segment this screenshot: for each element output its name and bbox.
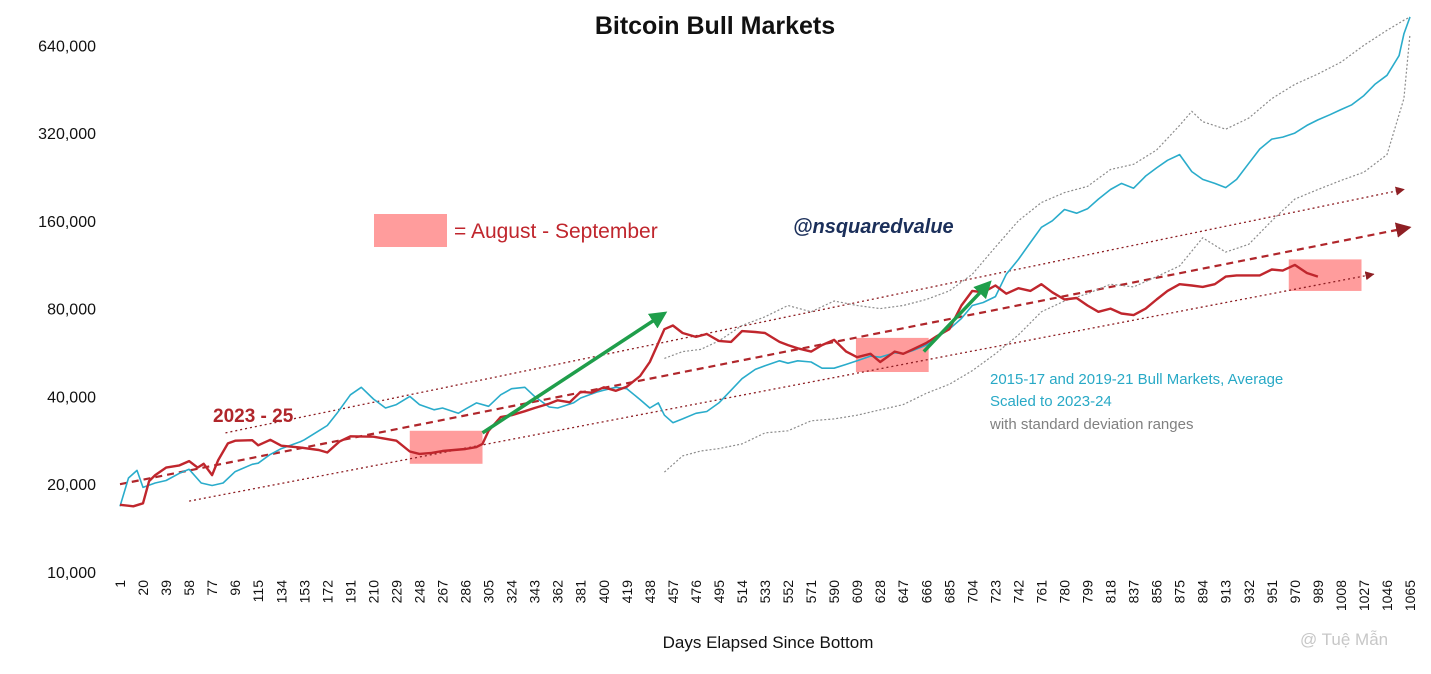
rally-arrow-1 [481, 311, 668, 435]
legend-label: = August - September [454, 220, 658, 243]
x-tick-label: 172 [319, 580, 335, 604]
x-tick-label: 1 [112, 580, 128, 588]
x-tick-label: 970 [1287, 580, 1303, 604]
author-handle: @nsquaredvalue [793, 216, 954, 238]
x-axis-ticks: 1 20 39 58 77 96 115 134 153 172 191 210 229 248 267 28… [112, 580, 1418, 611]
series-line-2015-17-and-2019-21-bull-markets-average-scaled-to-2023-24 [119, 16, 1411, 507]
x-tick-label: 229 [388, 580, 404, 604]
x-tick-label: 115 [250, 580, 266, 603]
x-tick-label: 1027 [1356, 580, 1372, 611]
x-tick-label: 685 [941, 580, 957, 604]
x-tick-label: 39 [158, 580, 174, 596]
x-tick-label: 742 [1010, 580, 1026, 604]
y-tick-label: 40,000 [47, 389, 96, 406]
x-axis-label: Days Elapsed Since Bottom [663, 633, 874, 652]
trendline-layer [119, 186, 1412, 502]
y-tick-label: 10,000 [47, 565, 96, 582]
x-tick-label: 1065 [1402, 580, 1418, 611]
x-tick-label: 267 [435, 580, 451, 604]
x-tick-label: 1046 [1379, 580, 1395, 611]
x-tick-label: 153 [296, 580, 312, 604]
x-tick-label: 58 [181, 580, 197, 596]
x-tick-label: 590 [826, 580, 842, 604]
series-line-1-std [664, 33, 1411, 473]
y-tick-label: 640,000 [38, 38, 96, 55]
trend-center [119, 222, 1412, 486]
x-tick-label: 419 [619, 580, 635, 604]
x-tick-label: 799 [1080, 580, 1096, 604]
x-tick-label: 723 [987, 580, 1003, 604]
series-line-2023-25 [119, 263, 1319, 508]
x-tick-label: 96 [227, 580, 243, 596]
x-tick-label: 77 [204, 580, 220, 596]
x-tick-label: 400 [596, 580, 612, 604]
x-tick-label: 286 [458, 580, 474, 604]
x-tick-label: 476 [688, 580, 704, 604]
x-tick-label: 951 [1264, 580, 1280, 604]
x-tick-label: 324 [504, 580, 520, 604]
x-tick-label: 913 [1218, 580, 1234, 604]
y-tick-label: 80,000 [47, 302, 96, 319]
x-tick-label: 704 [964, 580, 980, 604]
x-tick-label: 894 [1195, 580, 1211, 604]
y-tick-label: 20,000 [47, 477, 96, 494]
legend-swatch [374, 214, 447, 247]
y-axis-ticks: 10,000 20,000 40,000 80,000 160,000 320,000 64… [38, 38, 96, 582]
x-tick-label: 362 [550, 580, 566, 604]
x-tick-label: 989 [1310, 580, 1326, 604]
trend-upper [225, 186, 1405, 434]
x-tick-label: 495 [711, 580, 727, 604]
x-tick-label: 666 [918, 580, 934, 604]
highlight-layer [409, 259, 1362, 464]
x-tick-label: 210 [365, 580, 381, 604]
cyan-series-note-line-2: Scaled to 2023-24 [990, 393, 1112, 410]
x-tick-label: 647 [895, 580, 911, 604]
watermark: @ Tuệ Mẫn [1300, 630, 1388, 649]
trend-lower [188, 271, 1375, 502]
arrow-layer [481, 280, 992, 435]
x-tick-label: 932 [1241, 580, 1257, 604]
x-tick-label: 438 [642, 580, 658, 604]
highlight-aug-sep-2025 [1288, 259, 1362, 291]
x-tick-label: 533 [757, 580, 773, 604]
series-line-1-std [664, 16, 1411, 359]
x-tick-label: 609 [849, 580, 865, 604]
x-tick-label: 837 [1126, 580, 1142, 604]
x-tick-label: 134 [273, 580, 289, 604]
series-label-2023-25: 2023 - 25 [213, 406, 294, 427]
x-tick-label: 628 [872, 580, 888, 604]
x-tick-label: 20 [135, 580, 151, 596]
x-tick-label: 1008 [1333, 580, 1349, 611]
chart-title: Bitcoin Bull Markets [595, 12, 835, 40]
x-tick-label: 381 [573, 580, 589, 604]
x-tick-label: 457 [665, 580, 681, 604]
x-tick-label: 761 [1033, 580, 1049, 604]
x-tick-label: 780 [1056, 580, 1072, 604]
x-tick-label: 552 [780, 580, 796, 604]
x-tick-label: 343 [527, 580, 543, 604]
x-tick-label: 856 [1149, 580, 1165, 604]
rally-arrow-2 [922, 280, 992, 353]
x-tick-label: 514 [734, 580, 750, 604]
std-range-note: with standard deviation ranges [989, 416, 1193, 433]
series-layer [119, 16, 1411, 508]
y-tick-label: 160,000 [38, 214, 96, 231]
x-tick-label: 875 [1172, 580, 1188, 604]
x-tick-label: 191 [342, 580, 358, 604]
cyan-series-note-line-1: 2015-17 and 2019-21 Bull Markets, Averag… [990, 371, 1283, 388]
x-tick-label: 571 [803, 580, 819, 604]
x-tick-label: 305 [481, 580, 497, 604]
x-tick-label: 818 [1103, 580, 1119, 604]
x-tick-label: 248 [411, 580, 427, 604]
y-tick-label: 320,000 [38, 126, 96, 143]
